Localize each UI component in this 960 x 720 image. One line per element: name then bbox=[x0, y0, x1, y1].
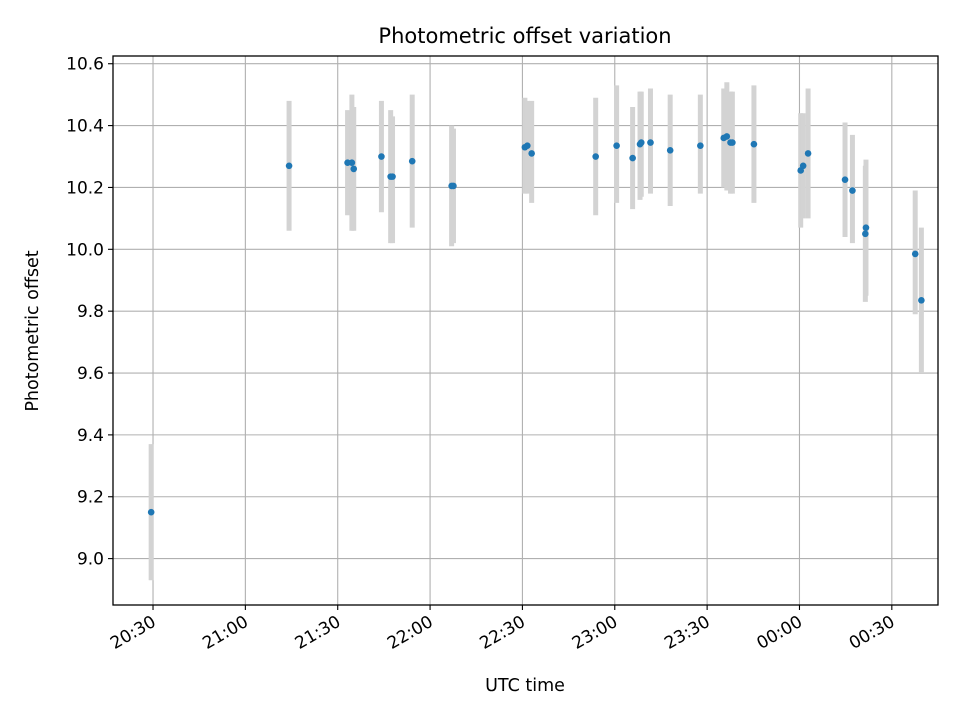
data-point bbox=[524, 142, 531, 149]
plot-frame bbox=[112, 55, 939, 606]
y-tick-label: 10.2 bbox=[66, 178, 104, 198]
data-point bbox=[637, 139, 645, 146]
chart-title: Photometric offset variation bbox=[378, 24, 671, 48]
data-point bbox=[750, 140, 758, 148]
data-point bbox=[862, 230, 869, 238]
data-point bbox=[592, 153, 599, 160]
data-point bbox=[389, 173, 396, 180]
y-tick-label: 9.4 bbox=[77, 426, 104, 446]
data-point bbox=[528, 150, 535, 157]
data-point bbox=[408, 157, 416, 165]
y-tick-label: 10.4 bbox=[66, 117, 104, 137]
data-point bbox=[729, 139, 736, 146]
y-tick-label: 9.2 bbox=[77, 488, 104, 508]
data-point bbox=[285, 162, 293, 170]
data-point bbox=[147, 508, 155, 516]
data-point bbox=[723, 133, 731, 140]
data-point bbox=[697, 142, 704, 149]
data-points bbox=[147, 133, 925, 516]
data-point bbox=[666, 147, 674, 154]
data-point bbox=[911, 250, 919, 258]
y-tick-label: 9.0 bbox=[77, 550, 104, 570]
data-point bbox=[918, 297, 925, 304]
y-axis: 9.0 9.2 9.4 9.6 9.8 10.0 10.2 10.4 10.6 bbox=[66, 55, 113, 570]
data-point bbox=[841, 176, 849, 184]
y-tick-label: 10.6 bbox=[66, 55, 104, 75]
y-tick-label: 10.0 bbox=[66, 240, 104, 260]
y-tick-label: 9.6 bbox=[77, 364, 104, 384]
data-point bbox=[378, 153, 385, 160]
x-axis-title: UTC time bbox=[485, 676, 565, 696]
data-point bbox=[804, 150, 812, 157]
data-point bbox=[629, 154, 636, 162]
y-tick-label: 9.8 bbox=[77, 302, 104, 322]
data-point bbox=[647, 139, 654, 146]
data-point bbox=[862, 224, 870, 231]
data-point bbox=[450, 182, 457, 190]
data-point bbox=[613, 142, 620, 149]
data-point bbox=[348, 159, 356, 167]
data-point bbox=[849, 187, 856, 194]
data-point bbox=[799, 162, 807, 170]
data-point bbox=[350, 165, 358, 173]
y-axis-title: Photometric offset bbox=[23, 250, 43, 411]
